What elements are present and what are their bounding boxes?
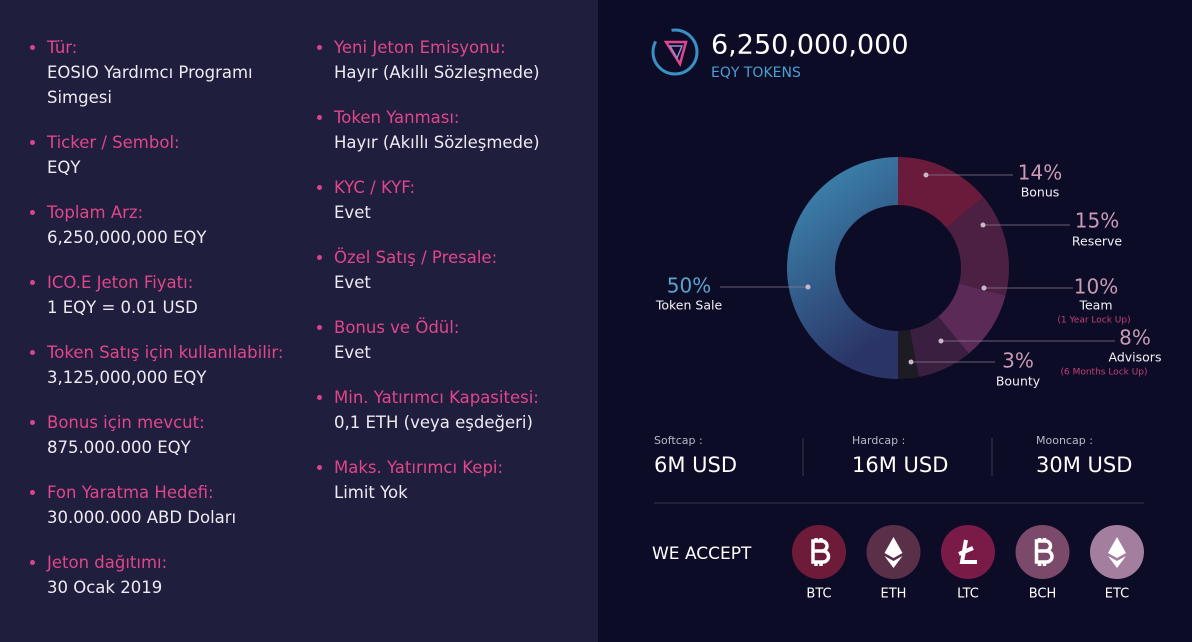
info-value: 6,250,000,000 EQY (47, 228, 207, 247)
segment-name: Team (1078, 298, 1112, 313)
segment-percent: 8% (1119, 326, 1151, 350)
info-item: Maks. Yatırımcı Kepi: Limit Yok (317, 455, 587, 505)
info-label: Min. Yatırımcı Kapasitesi: (334, 388, 539, 407)
info-value: 30 Ocak 2019 (47, 578, 163, 597)
info-item: Min. Yatırımcı Kapasitesi: 0,1 ETH (veya … (317, 385, 587, 435)
cap-value: 6M USD (654, 453, 737, 477)
info-value: 30.000.000 ABD Doları (47, 508, 237, 527)
info-value: Evet (334, 343, 371, 362)
info-item: Özel Satış / Presale: Evet (317, 245, 587, 295)
segment-percent: 15% (1075, 209, 1119, 233)
segment-name: Reserve (1072, 234, 1123, 249)
info-value: Limit Yok (334, 483, 408, 502)
cap-label: Softcap : (654, 434, 703, 447)
info-column: Tür: EOSIO Yardımcı Programı Simgesi Ticke… (30, 35, 290, 620)
cap-value: 30M USD (1036, 453, 1132, 477)
segment-name: Token Sale (655, 298, 723, 313)
cap-label: Mooncap : (1036, 434, 1093, 447)
info-value: 0,1 ETH (veya eşdeğeri) (334, 413, 533, 432)
info-label: Bonus için mevcut: (47, 413, 205, 432)
coin-icon (958, 539, 977, 564)
info-label: Ticker / Sembol: (47, 133, 180, 152)
coin-label: ETH (881, 587, 907, 602)
coin-icon (1108, 537, 1126, 558)
segment-percent: 3% (1002, 349, 1034, 373)
info-item: Fon Yaratma Hedefi: 30.000.000 ABD Doları (30, 480, 290, 530)
segment-name: Advisors (1109, 350, 1162, 365)
info-label: Toplam Arz: (47, 203, 144, 222)
cap-label: Hardcap : (852, 434, 905, 447)
coin-icon (1034, 538, 1054, 566)
segment-note: (1 Year Lock Up) (1057, 316, 1130, 326)
info-label: Özel Satış / Presale: (334, 248, 498, 267)
coin-label: LTC (957, 587, 979, 602)
info-item: Tür: EOSIO Yardımcı Programı Simgesi (30, 35, 290, 110)
info-item: Ticker / Sembol: EQY (30, 130, 290, 180)
segment-name: Bonus (1021, 185, 1060, 200)
info-item: Jeton dağıtımı: 30 Ocak 2019 (30, 550, 290, 600)
info-value: Hayır (Akıllı Sözleşmede) (334, 133, 540, 152)
segment-percent: 10% (1074, 275, 1118, 299)
segment-percent: 50% (667, 274, 711, 298)
info-value: Evet (334, 203, 371, 222)
leader-dot (981, 285, 987, 291)
info-value: 1 EQY = 0.01 USD (47, 298, 198, 317)
info-value: 875.000.000 EQY (47, 438, 191, 457)
info-item: Bonus ve Ödül: Evet (317, 315, 587, 365)
donut-segment (898, 329, 919, 379)
leader-dot (980, 222, 986, 228)
info-label: Token Yanması: (334, 108, 460, 127)
info-item: ICO.E Jeton Fiyatı: 1 EQY = 0.01 USD (30, 270, 290, 320)
leader-dot (908, 359, 914, 365)
donut-segment (946, 197, 1009, 296)
coin-label: ETC (1105, 587, 1129, 602)
cap-value: 16M USD (852, 453, 948, 477)
info-label: Jeton dağıtımı: (47, 553, 168, 572)
info-item: KYC / KYF: Evet (317, 175, 587, 225)
info-value: Hayır (Akıllı Sözleşmede) (334, 63, 540, 82)
segment-name: Bounty (996, 374, 1041, 389)
info-label: Token Satış için kullanılabilir: (47, 343, 284, 362)
leader-dot (938, 338, 944, 344)
info-label: Yeni Jeton Emisyonu: (334, 38, 506, 57)
info-label: KYC / KYF: (334, 178, 416, 197)
supply-unit: EQY TOKENS (711, 65, 801, 81)
leader-dot (805, 284, 811, 290)
info-item: Toplam Arz: 6,250,000,000 EQY (30, 200, 290, 250)
info-column: Yeni Jeton Emisyonu: Hayır (Akıllı Sözleş… (317, 35, 587, 525)
info-label: ICO.E Jeton Fiyatı: (47, 273, 194, 292)
donut-segment (938, 283, 1006, 354)
info-value: Evet (334, 273, 371, 292)
info-item: Bonus için mevcut: 875.000.000 EQY (30, 410, 290, 460)
coin-icon (884, 537, 903, 558)
segment-percent: 14% (1018, 161, 1062, 185)
info-label: Tür: (47, 38, 78, 57)
info-value: EOSIO Yardımcı Programı Simgesi (47, 63, 253, 107)
coin-icon (811, 538, 831, 566)
coin-label: BCH (1029, 587, 1057, 602)
token-logo (651, 28, 699, 76)
info-value: 3,125,000,000 EQY (47, 368, 207, 387)
info-item: Yeni Jeton Emisyonu: Hayır (Akıllı Sözleş… (317, 35, 587, 85)
donut-segment (898, 157, 984, 228)
info-label: Fon Yaratma Hedefi: (47, 483, 214, 502)
info-value: EQY (47, 158, 81, 177)
donut-segment (787, 157, 898, 379)
segment-note: (6 Months Lock Up) (1060, 368, 1147, 378)
info-label: Maks. Yatırımcı Kepi: (334, 458, 504, 477)
accept-title: WE ACCEPT (652, 544, 752, 564)
info-item: Token Yanması: Hayır (Akıllı Sözleşmede) (317, 105, 587, 155)
token-info-panel: Tür: EOSIO Yardımcı Programı Simgesi Ticke… (0, 0, 598, 642)
leader-dot (923, 172, 929, 178)
coin-icon (884, 556, 903, 568)
info-label: Bonus ve Ödül: (334, 318, 460, 337)
coin-label: BTC (806, 587, 831, 602)
supply-amount: 6,250,000,000 (711, 30, 909, 61)
info-item: Token Satış için kullanılabilir: 3,125,00… (30, 340, 290, 390)
coin-icon (1108, 556, 1126, 568)
